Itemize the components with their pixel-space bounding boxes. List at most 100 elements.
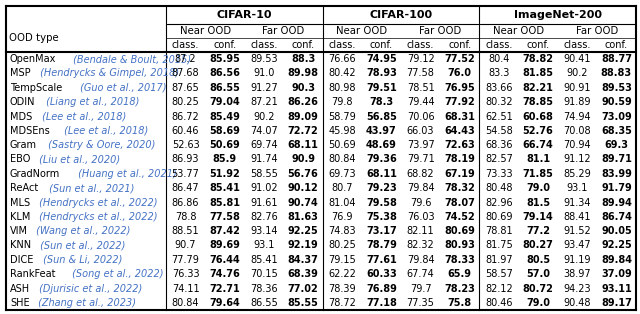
Text: 76.03: 76.03 — [407, 212, 435, 222]
Text: 86.72: 86.72 — [172, 111, 200, 122]
Text: 89.98: 89.98 — [287, 68, 319, 78]
Text: 80.27: 80.27 — [523, 241, 554, 251]
Text: 88.41: 88.41 — [563, 212, 591, 222]
Text: conf.: conf. — [370, 40, 393, 50]
Text: 91.89: 91.89 — [563, 97, 591, 107]
Text: class.: class. — [172, 40, 199, 50]
Text: 87.65: 87.65 — [172, 83, 200, 93]
Text: (Wang et al., 2022): (Wang et al., 2022) — [33, 226, 131, 236]
Text: 88.51: 88.51 — [172, 226, 200, 236]
Text: 70.06: 70.06 — [407, 111, 435, 122]
Text: 92.25: 92.25 — [288, 226, 319, 236]
Text: 74.11: 74.11 — [172, 284, 200, 294]
Text: 81.85: 81.85 — [523, 68, 554, 78]
Text: 79.0: 79.0 — [526, 183, 550, 193]
Text: 93.1: 93.1 — [253, 241, 275, 251]
Text: Near OOD: Near OOD — [493, 26, 544, 36]
Text: 76.66: 76.66 — [328, 54, 356, 64]
Text: 74.83: 74.83 — [328, 226, 356, 236]
Text: conf.: conf. — [527, 40, 550, 50]
Text: 85.41: 85.41 — [209, 183, 240, 193]
Text: 86.55: 86.55 — [209, 83, 240, 93]
Text: 83.99: 83.99 — [601, 169, 632, 179]
Text: conf.: conf. — [292, 40, 315, 50]
Text: 80.7: 80.7 — [332, 183, 353, 193]
Text: 82.96: 82.96 — [485, 198, 513, 208]
Text: 79.64: 79.64 — [209, 298, 240, 308]
Text: RankFeat: RankFeat — [10, 269, 56, 279]
Text: 78.72: 78.72 — [328, 298, 356, 308]
Text: 79.6: 79.6 — [410, 198, 431, 208]
Text: 80.84: 80.84 — [328, 154, 356, 165]
Text: 65.9: 65.9 — [448, 269, 472, 279]
Text: 73.09: 73.09 — [601, 111, 632, 122]
Text: 43.97: 43.97 — [366, 126, 397, 136]
Text: 78.23: 78.23 — [444, 284, 475, 294]
Text: class.: class. — [328, 40, 356, 50]
Text: 86.86: 86.86 — [172, 198, 199, 208]
Text: 67.19: 67.19 — [444, 169, 475, 179]
Text: 77.18: 77.18 — [366, 298, 397, 308]
Text: 74.95: 74.95 — [366, 54, 397, 64]
Text: 81.04: 81.04 — [328, 198, 356, 208]
Text: EBO: EBO — [10, 154, 30, 165]
Text: KLM: KLM — [10, 212, 30, 222]
Text: 79.23: 79.23 — [366, 183, 397, 193]
Text: 86.56: 86.56 — [209, 68, 240, 78]
Text: GradNorm: GradNorm — [10, 169, 60, 179]
Text: 74.94: 74.94 — [563, 111, 591, 122]
Text: MLS: MLS — [10, 198, 30, 208]
Text: 68.36: 68.36 — [485, 140, 513, 150]
Text: (Zhang et al., 2023): (Zhang et al., 2023) — [35, 298, 136, 308]
Text: (Song et al., 2022): (Song et al., 2022) — [68, 269, 163, 279]
Text: 77.61: 77.61 — [366, 255, 397, 265]
Text: 90.9: 90.9 — [291, 154, 315, 165]
Text: 77.35: 77.35 — [406, 298, 435, 308]
Text: 82.12: 82.12 — [485, 284, 513, 294]
Text: 52.76: 52.76 — [523, 126, 554, 136]
Text: 50.69: 50.69 — [209, 140, 240, 150]
Text: 67.74: 67.74 — [406, 269, 435, 279]
Text: 89.09: 89.09 — [287, 111, 319, 122]
Text: 64.43: 64.43 — [444, 126, 475, 136]
Text: 91.27: 91.27 — [250, 83, 278, 93]
Text: class.: class. — [564, 40, 591, 50]
Text: 77.79: 77.79 — [172, 255, 200, 265]
Text: 62.51: 62.51 — [485, 111, 513, 122]
Text: (Liang et al., 2018): (Liang et al., 2018) — [43, 97, 140, 107]
Text: 80.98: 80.98 — [328, 83, 356, 93]
Text: 78.79: 78.79 — [366, 241, 397, 251]
Text: 90.91: 90.91 — [563, 83, 591, 93]
Text: 93.47: 93.47 — [563, 241, 591, 251]
Text: 80.69: 80.69 — [485, 212, 513, 222]
Text: (Hendrycks & Gimpel, 2018): (Hendrycks & Gimpel, 2018) — [36, 68, 179, 78]
Text: 82.11: 82.11 — [407, 226, 435, 236]
Text: 84.37: 84.37 — [287, 255, 319, 265]
Text: 79.84: 79.84 — [407, 183, 435, 193]
Text: 94.23: 94.23 — [563, 284, 591, 294]
Text: 90.12: 90.12 — [288, 183, 319, 193]
Text: ODIN: ODIN — [10, 97, 35, 107]
Text: (Sastry & Oore, 2020): (Sastry & Oore, 2020) — [45, 140, 156, 150]
Text: 78.32: 78.32 — [444, 183, 475, 193]
Text: 73.17: 73.17 — [366, 226, 397, 236]
Text: 71.85: 71.85 — [523, 169, 554, 179]
Text: MDS: MDS — [10, 111, 32, 122]
Text: 68.31: 68.31 — [444, 111, 475, 122]
Text: 77.02: 77.02 — [288, 284, 319, 294]
Text: 66.03: 66.03 — [407, 126, 435, 136]
Text: MDSEns: MDSEns — [10, 126, 50, 136]
Text: 89.17: 89.17 — [601, 298, 632, 308]
Text: Gram: Gram — [10, 140, 37, 150]
Text: 69.74: 69.74 — [250, 140, 278, 150]
Text: 79.15: 79.15 — [328, 255, 356, 265]
Text: 77.2: 77.2 — [526, 226, 550, 236]
Text: 77.58: 77.58 — [406, 68, 435, 78]
Text: (Hendrycks et al., 2022): (Hendrycks et al., 2022) — [36, 198, 157, 208]
Text: conf.: conf. — [213, 40, 236, 50]
Text: 60.68: 60.68 — [523, 111, 554, 122]
Text: 91.19: 91.19 — [563, 255, 591, 265]
Text: class.: class. — [250, 40, 278, 50]
Text: 89.71: 89.71 — [601, 154, 632, 165]
Text: 78.81: 78.81 — [485, 226, 513, 236]
